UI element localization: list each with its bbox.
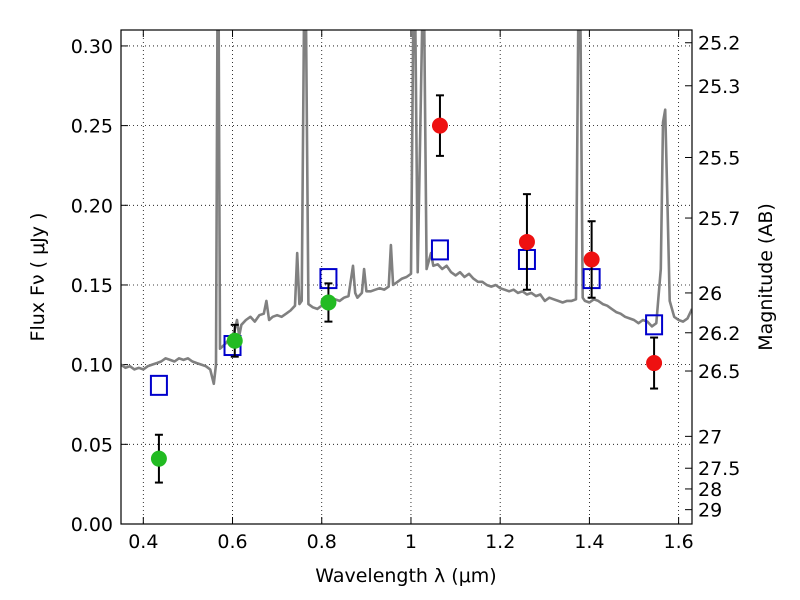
observed-flux-point <box>320 294 337 311</box>
y-tick-label: 0.05 <box>71 434 113 456</box>
right-tick-label: 25.5 <box>698 147 740 169</box>
model-photometry-marker <box>149 374 168 396</box>
right-tick-label: 25.7 <box>698 208 740 230</box>
observed-flux-point <box>226 332 243 349</box>
plot-frame <box>120 29 693 525</box>
y-tick-label: 0.15 <box>71 275 113 297</box>
observed-flux-point <box>518 233 535 250</box>
y-tick-label: 0.00 <box>71 514 113 536</box>
x-tick-label: 0.4 <box>128 531 158 553</box>
model-photometry-marker <box>645 314 664 336</box>
y-ticks: 0.00 0.05 0.10 0.15 0.20 0.25 0.30 <box>71 36 128 536</box>
right-tick-label: 29 <box>698 500 722 522</box>
right-tick-label: 27 <box>698 426 722 448</box>
right-tick-label: 26.2 <box>698 323 740 345</box>
right-tick-label: 28 <box>698 479 722 501</box>
observed-flux-point <box>150 450 167 467</box>
y-tick-label: 0.20 <box>71 195 113 217</box>
observed-flux-point <box>646 355 663 372</box>
right-tick-label: 27.5 <box>698 458 740 480</box>
right-tick-label: 26 <box>698 283 722 305</box>
x-ticks: 0.4 0.6 0.8 1 1.2 1.4 1.6 <box>128 30 694 553</box>
observed-flux-point <box>431 117 448 134</box>
x-tick-label: 0.8 <box>307 531 337 553</box>
y-axis-label: Flux Fν ( μJy ) <box>27 213 49 342</box>
right-axis-label: Magnitude (AB) <box>755 203 777 351</box>
x-tick-label: 1.2 <box>485 531 515 553</box>
x-tick-label: 0.6 <box>217 531 247 553</box>
plot-area <box>121 30 692 484</box>
right-tick-label: 25.2 <box>698 33 740 55</box>
x-tick-label: 1.4 <box>574 531 604 553</box>
spectrum-line <box>121 30 692 386</box>
right-tick-label: 25.3 <box>698 76 740 98</box>
x-tick-label: 1.6 <box>664 531 694 553</box>
y-tick-label: 0.25 <box>71 116 113 138</box>
right-tick-label: 26.5 <box>698 361 740 383</box>
model-photometry-marker <box>430 239 449 261</box>
y-tick-label: 0.30 <box>71 36 113 58</box>
observed-flux-point <box>583 251 600 268</box>
y-tick-label: 0.10 <box>71 355 113 377</box>
x-tick-label: 1 <box>405 531 417 553</box>
x-axis-label: Wavelength λ (μm) <box>315 565 496 587</box>
